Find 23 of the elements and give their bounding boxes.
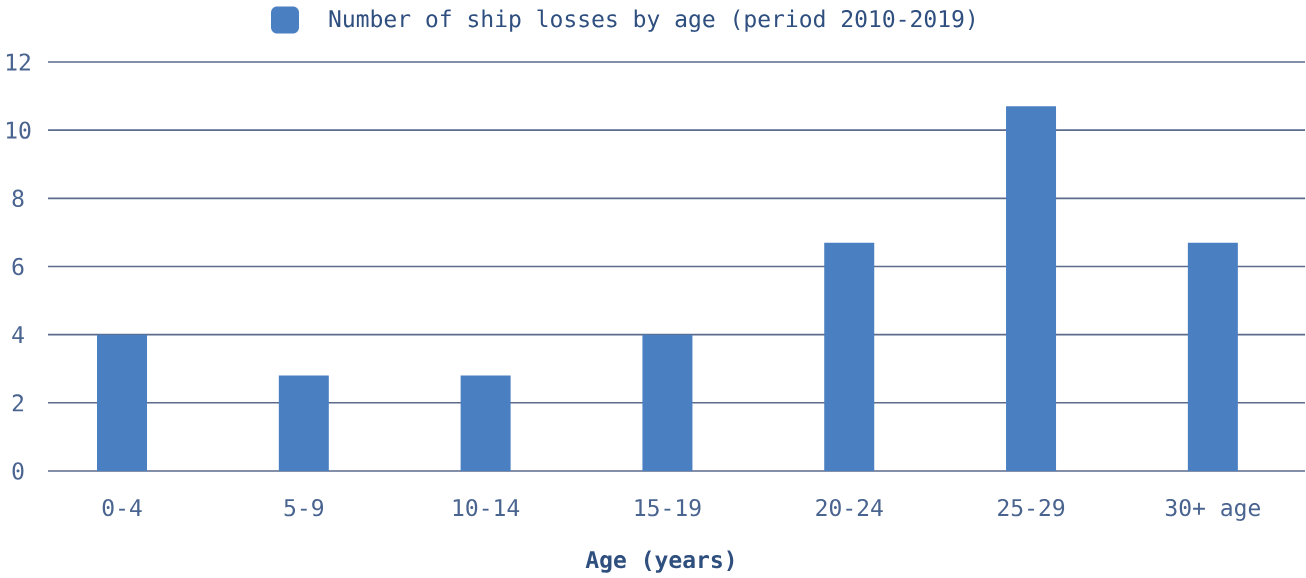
y-tick-label: 2: [12, 394, 23, 412]
x-tick-label: 20-24: [816, 498, 883, 517]
x-tick-label: 25-29: [998, 498, 1065, 517]
x-axis-title: Age (years): [585, 550, 734, 573]
bar: [1187, 242, 1238, 471]
x-tick-label: 15-19: [635, 498, 701, 517]
x-tick-label: 5-9: [284, 498, 324, 517]
bar: [1006, 106, 1057, 471]
y-tick-label: 8: [12, 189, 24, 208]
bar: [278, 375, 329, 471]
x-tick-label: 30+ age: [1165, 498, 1260, 521]
x-tick-label: 10-14: [453, 498, 520, 517]
x-tick-label: 0-4: [102, 498, 142, 517]
bar: [824, 242, 875, 471]
legend-label: Number of ship losses by age (period 2010-2019): [329, 9, 974, 32]
y-tick-label: 12: [6, 53, 30, 71]
bar: [642, 334, 693, 471]
bar: [460, 375, 511, 471]
y-tick-label: 6: [12, 257, 24, 276]
y-tick-label: 0: [12, 462, 24, 480]
bar: [97, 334, 148, 471]
y-tick-label: 4: [12, 326, 24, 344]
y-tick-label: 10: [6, 121, 31, 139]
